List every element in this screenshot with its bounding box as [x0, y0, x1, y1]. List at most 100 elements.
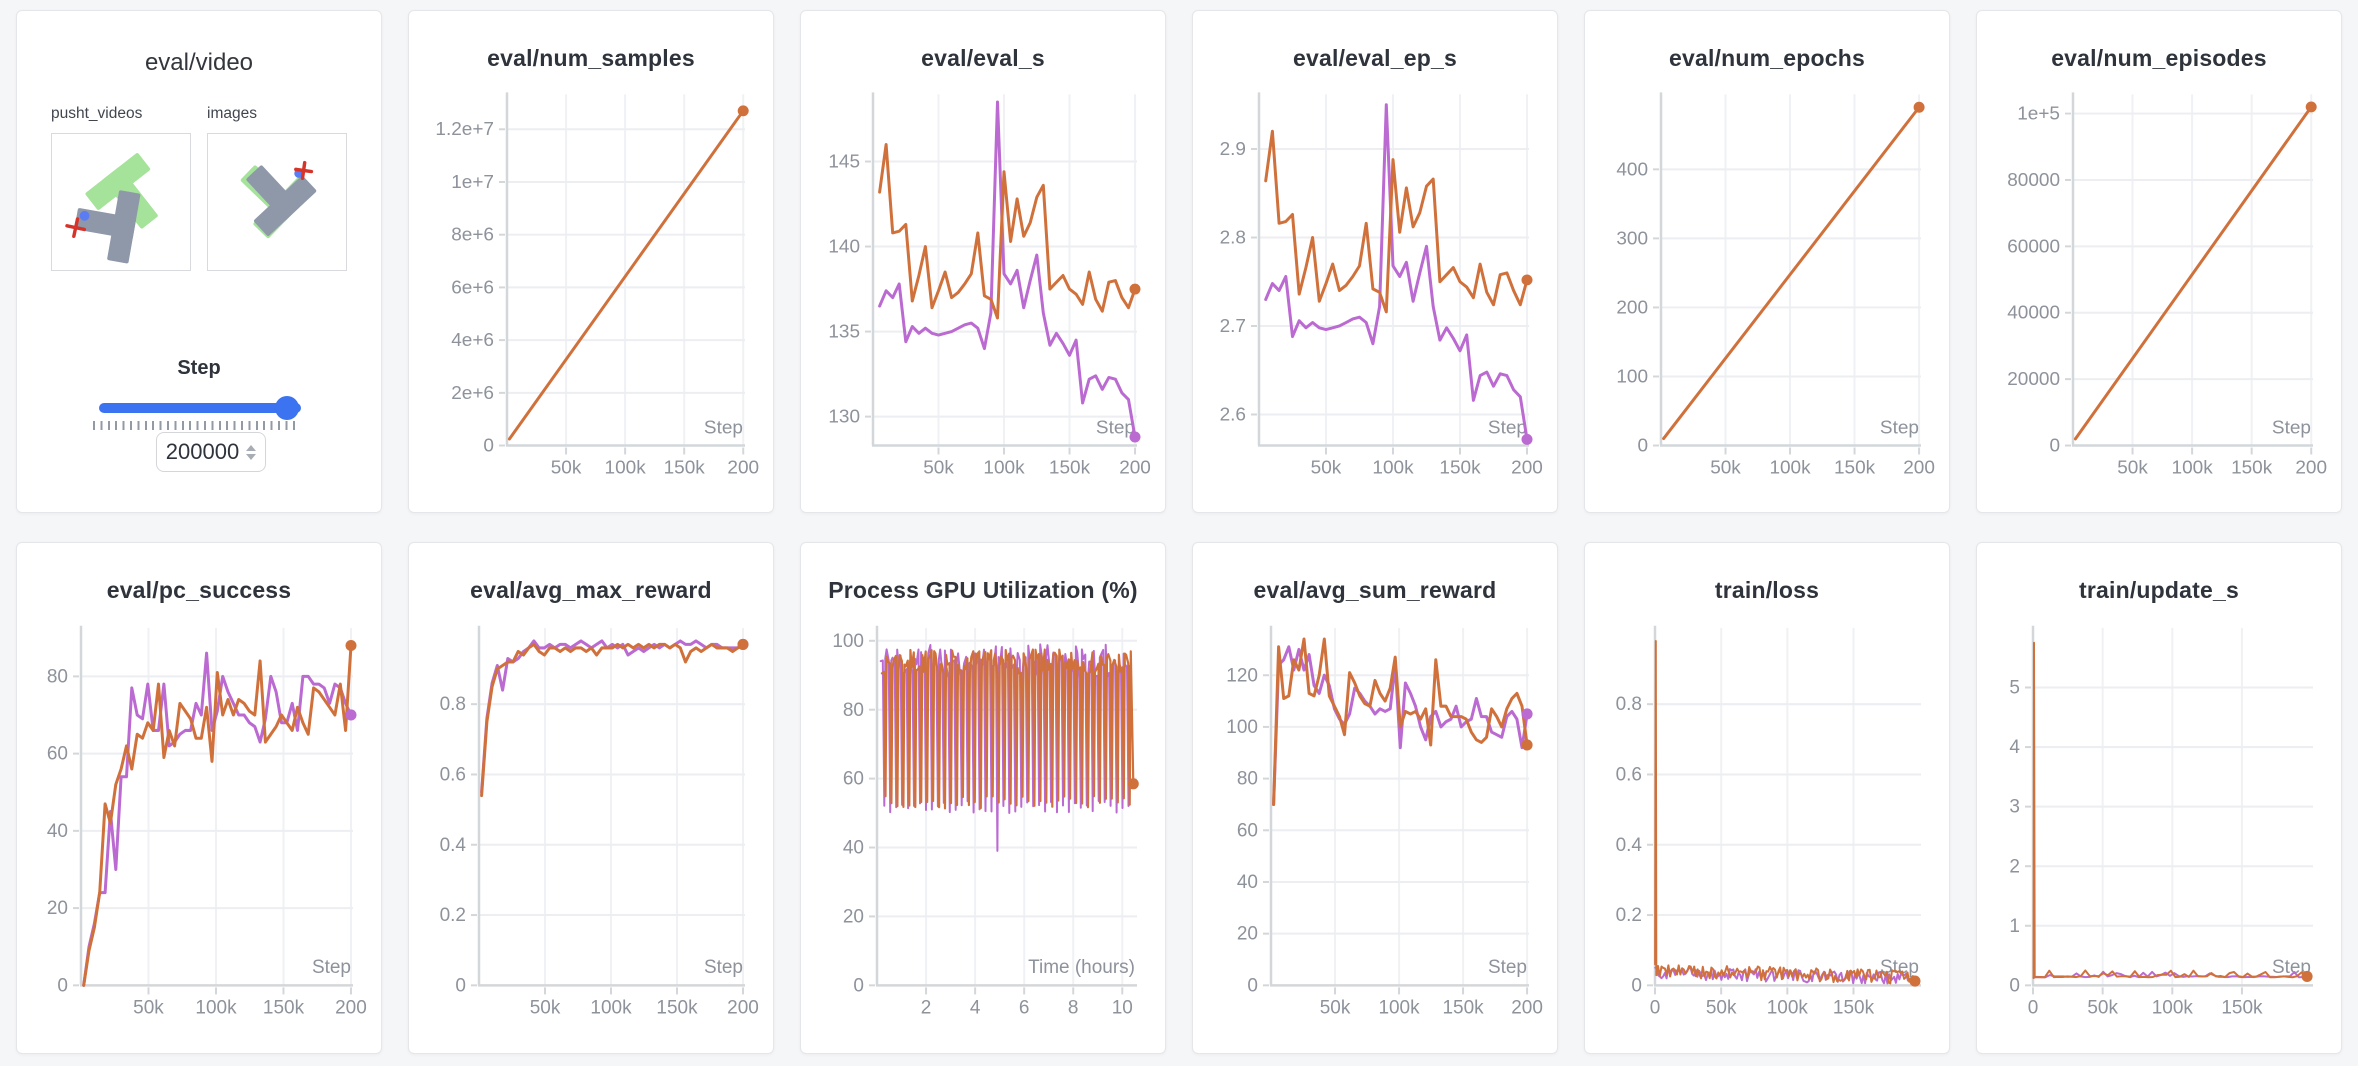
- x-axis-label: Step: [312, 957, 351, 978]
- chart-canvas[interactable]: 50k 100k 150k 200 0 20 40 60 80 Step: [17, 543, 381, 1053]
- chart-canvas[interactable]: 0 50k 100k 150k 0 0.2 0.4 0.6 0.8 Step: [1585, 543, 1949, 1053]
- x-tick-label: 200: [727, 457, 759, 478]
- y-tick-label: 6e+6: [451, 277, 494, 298]
- y-tick-label: 80: [1237, 769, 1258, 790]
- y-tick-label: 60000: [2007, 236, 2060, 257]
- x-tick-label: 150k: [2221, 998, 2263, 1019]
- y-tick-label: 130: [828, 407, 860, 428]
- y-tick-label: 0: [1247, 975, 1258, 996]
- step-slider-track[interactable]: [99, 403, 301, 413]
- y-tick-label: 0: [853, 975, 864, 996]
- x-tick-label: 10: [1112, 998, 1133, 1019]
- stepper-down-icon[interactable]: [246, 453, 257, 460]
- y-tick-label: 2: [2009, 856, 2020, 877]
- x-tick-label: 150k: [263, 998, 305, 1019]
- y-tick-label: 0.6: [1616, 764, 1642, 785]
- chart-title: Process GPU Utilization (%): [828, 577, 1138, 603]
- y-tick-label: 0: [1637, 436, 1648, 457]
- chart-canvas[interactable]: 50k 100k 150k 200 0 2e+6 4e+6 6e+6 8e+6 1e+7 1.2e+…: [409, 11, 773, 512]
- series-end-dot: [1129, 283, 1141, 295]
- chart-canvas[interactable]: 50k 100k 150k 200 0 20 40 60 80 100 120 Step: [1193, 543, 1557, 1053]
- chart-panel-eval-eval-s: eval/eval_s 50k 100k 150k 200 130 135 140 145 Ste…: [800, 10, 1166, 513]
- y-tick-label: 135: [828, 322, 860, 343]
- y-tick-label: 100: [832, 631, 864, 652]
- y-tick-label: 0.8: [1616, 694, 1642, 715]
- y-tick-label: 100: [1616, 366, 1648, 387]
- chart-panel-eval-avg-sum-reward: eval/avg_sum_reward 50k 100k 150k 200 0 20 40 60…: [1192, 542, 1558, 1054]
- step-value: 200000: [165, 439, 240, 464]
- y-tick-label: 60: [47, 744, 68, 765]
- x-tick-label: 50k: [1706, 998, 1737, 1019]
- x-axis-label: Step: [2272, 418, 2311, 439]
- chart-canvas[interactable]: 50k 100k 150k 200 130 135 140 145 Step: [801, 11, 1165, 512]
- y-tick-label: 0: [2049, 436, 2060, 457]
- y-tick-label: 0: [483, 436, 494, 457]
- y-tick-label: 100: [1226, 717, 1258, 738]
- chart-title: eval/num_episodes: [2051, 45, 2267, 71]
- y-tick-label: 20: [843, 906, 864, 927]
- block-t-gray: [74, 190, 141, 264]
- y-tick-label: 4e+6: [451, 330, 494, 351]
- series-end-dot: [1129, 431, 1141, 443]
- goal-cross-icon: [65, 217, 87, 239]
- series-end-dot: [345, 709, 357, 721]
- media-caption-pusht-videos: pusht_videos: [51, 105, 143, 122]
- chart-title: eval/num_epochs: [1668, 45, 1866, 71]
- chart-title: eval/avg_sum_reward: [1253, 577, 1497, 603]
- chart-panel-eval-num-samples: eval/num_samples 50k 100k 150k 200 0 2e+6 4e+6 6…: [408, 10, 774, 513]
- y-tick-label: 5: [2009, 677, 2020, 698]
- chart-canvas[interactable]: 50k 100k 150k 200 0 0.2 0.4 0.6 0.8 Step: [409, 543, 773, 1053]
- y-tick-label: 2.8: [1220, 228, 1246, 249]
- chart-panel-process-gpu-utilization: Process GPU Utilization (%) 2 4 6 8 10 0 20 40 60…: [800, 542, 1166, 1054]
- media-thumbnail-images[interactable]: [207, 133, 347, 271]
- y-tick-label: 2.9: [1220, 139, 1246, 160]
- x-tick-label: 200: [2295, 457, 2327, 478]
- y-tick-label: 80000: [2007, 170, 2060, 191]
- series-end-dot: [737, 638, 749, 650]
- chart-title: eval/eval_ep_s: [1293, 45, 1457, 71]
- chart-canvas[interactable]: 50k 100k 150k 200 0 20000 40000 60000 80000 1e+5 S…: [1977, 11, 2341, 512]
- x-tick-label: 0: [2028, 998, 2039, 1019]
- x-tick-label: 150k: [656, 998, 698, 1019]
- chart-title: train/loss: [1714, 577, 1820, 603]
- chart-panel-train-update-s: train/update_s 0 50k 100k 150k 0 1 2 3 4 5 Step: [1976, 542, 2342, 1054]
- y-tick-label: 120: [1226, 665, 1258, 686]
- x-tick-label: 100k: [1769, 457, 1811, 478]
- media-caption-images: images: [207, 105, 257, 122]
- x-tick-label: 100k: [195, 998, 237, 1019]
- x-tick-label: 200: [727, 998, 759, 1019]
- y-tick-label: 0: [1631, 975, 1642, 996]
- y-tick-label: 8e+6: [451, 225, 494, 246]
- y-tick-label: 20: [1237, 924, 1258, 945]
- x-tick-label: 4: [970, 998, 981, 1019]
- y-tick-label: 0: [455, 975, 466, 996]
- chart-canvas[interactable]: 50k 100k 150k 200 0 100 200 300 400 Step: [1585, 11, 1949, 512]
- y-tick-label: 3: [2009, 797, 2020, 818]
- chart-canvas[interactable]: 50k 100k 150k 200 2.6 2.7 2.8 2.9 Step: [1193, 11, 1557, 512]
- x-tick-label: 2: [921, 998, 932, 1019]
- series-end-dot: [1913, 101, 1925, 113]
- x-tick-label: 8: [1068, 998, 1079, 1019]
- stepper-up-icon[interactable]: [246, 444, 257, 451]
- series-end-dot: [1521, 433, 1533, 445]
- y-tick-label: 20000: [2007, 369, 2060, 390]
- x-tick-label: 200: [1903, 457, 1935, 478]
- y-tick-label: 400: [1616, 159, 1648, 180]
- chart-panel-eval-num-episodes: eval/num_episodes 50k 100k 150k 200 0 20000 400…: [1976, 10, 2342, 513]
- y-tick-label: 1: [2009, 916, 2020, 937]
- x-tick-label: 200: [1511, 457, 1543, 478]
- y-tick-label: 0.4: [440, 835, 467, 856]
- x-tick-label: 50k: [1710, 457, 1741, 478]
- x-tick-label: 50k: [1311, 457, 1342, 478]
- x-axis-label: Step: [1880, 957, 1919, 978]
- chart-panel-train-loss: train/loss 0 50k 100k 150k 0 0.2 0.4 0.6 0.8 Step: [1584, 542, 1950, 1054]
- media-thumbnail-pusht-videos[interactable]: [51, 133, 191, 271]
- step-slider-knob[interactable]: [275, 396, 299, 420]
- y-tick-label: 1.2e+7: [435, 119, 494, 140]
- chart-title: eval/avg_max_reward: [470, 577, 712, 603]
- x-tick-label: 50k: [2117, 457, 2148, 478]
- x-tick-label: 100k: [983, 457, 1025, 478]
- step-value-input[interactable]: 200000: [156, 432, 266, 472]
